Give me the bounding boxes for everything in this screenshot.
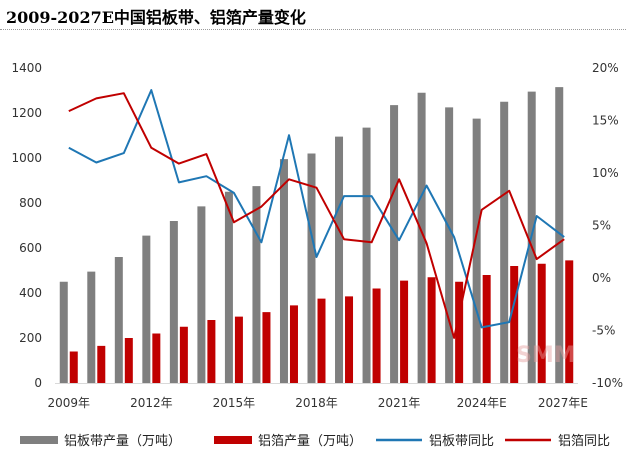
foil-bar xyxy=(565,260,574,383)
legend-label: 铝板带产量（万吨） xyxy=(64,434,181,449)
y-right-tick-label: -10% xyxy=(592,376,623,390)
plate-bar xyxy=(142,235,151,383)
foil-bar xyxy=(455,281,464,383)
foil-bar xyxy=(400,280,409,383)
plate-bar xyxy=(445,107,454,383)
foil-bar xyxy=(372,288,381,383)
foil-bar xyxy=(317,298,326,383)
x-tick-label: 2021年 xyxy=(378,396,421,410)
x-tick-label: 2009年 xyxy=(47,396,90,410)
line-series xyxy=(68,89,565,339)
plate-bar xyxy=(87,271,96,383)
y-left-tick-label: 800 xyxy=(19,196,42,210)
x-tick-label: 2018年 xyxy=(295,396,338,410)
legend-swatch xyxy=(20,436,58,444)
y-right-tick-label: -5% xyxy=(592,324,615,338)
plate-bar xyxy=(390,105,399,383)
plate-bar xyxy=(252,186,261,383)
foil-bar xyxy=(510,266,519,383)
y-right-tick-label: 5% xyxy=(592,219,611,233)
foil-bar xyxy=(179,326,188,383)
foil-bar xyxy=(152,333,161,383)
plate-bar xyxy=(169,221,178,383)
legend: 铝板带产量（万吨） 铝箔产量（万吨） 铝板带同比 铝箔同比 xyxy=(20,433,610,449)
legend-label: 铝板带同比 xyxy=(429,434,494,449)
plate-bar xyxy=(114,257,123,383)
y-left-tick-label: 1400 xyxy=(11,61,42,75)
foil-bar xyxy=(345,296,354,383)
y-right-tick-label: 20% xyxy=(592,61,619,75)
y-axis-left-labels: 0 200 400 600 800 1000 1200 1400 xyxy=(11,61,42,390)
legend-label: 铝箔产量（万吨） xyxy=(258,433,362,449)
chart-title: 2009-2027E中国铝板带、铝箔产量变化 xyxy=(6,8,306,27)
y-left-tick-label: 400 xyxy=(19,286,42,300)
plate-bar xyxy=(555,87,564,383)
foil-bar xyxy=(234,316,243,383)
y-left-tick-label: 1200 xyxy=(11,106,42,120)
legend-swatch xyxy=(214,436,252,444)
y-right-tick-label: 10% xyxy=(592,166,619,180)
x-tick-label: 2012年 xyxy=(130,396,173,410)
plate-bar xyxy=(417,92,426,383)
foil-bar xyxy=(427,277,436,383)
plate-bar xyxy=(362,127,371,383)
plate-yoy-line xyxy=(68,89,565,329)
y-axis-right-labels: -10% -5% 0% 5% 10% 15% 20% xyxy=(592,61,623,390)
foil-bar xyxy=(207,320,216,383)
foil-bar xyxy=(482,275,491,383)
plate-bar xyxy=(307,153,316,383)
x-tick-label: 2027年E xyxy=(538,396,588,410)
x-axis-labels: 2009年 2012年 2015年 2018年 2021年 2024年E 2027年E xyxy=(47,396,588,410)
plate-bar xyxy=(335,136,344,383)
foil-bar xyxy=(289,305,298,383)
plate-bar xyxy=(59,281,68,383)
foil-bar xyxy=(537,263,546,383)
title-divider xyxy=(0,29,626,30)
foil-yoy-line xyxy=(68,92,565,339)
x-tick-label: 2024年E xyxy=(457,396,507,410)
y-right-tick-label: 15% xyxy=(592,114,619,128)
plate-bar xyxy=(224,191,233,383)
y-left-tick-label: 0 xyxy=(34,376,42,390)
foil-bar xyxy=(124,338,133,383)
y-left-tick-label: 600 xyxy=(19,241,42,255)
plate-bar xyxy=(197,206,206,383)
foil-bar xyxy=(97,345,106,383)
y-right-tick-label: 0% xyxy=(592,271,611,285)
y-left-tick-label: 200 xyxy=(19,331,42,345)
legend-label: 铝箔同比 xyxy=(558,433,610,449)
y-left-tick-label: 1000 xyxy=(11,151,42,165)
foil-bar-series xyxy=(69,260,574,383)
x-tick-label: 2015年 xyxy=(213,396,256,410)
watermark-text: SMM xyxy=(516,343,576,368)
plate-bar xyxy=(500,101,509,383)
foil-bar xyxy=(262,312,271,383)
foil-bar xyxy=(69,351,78,383)
plate-bar xyxy=(279,159,288,383)
plate-bar xyxy=(472,118,481,383)
